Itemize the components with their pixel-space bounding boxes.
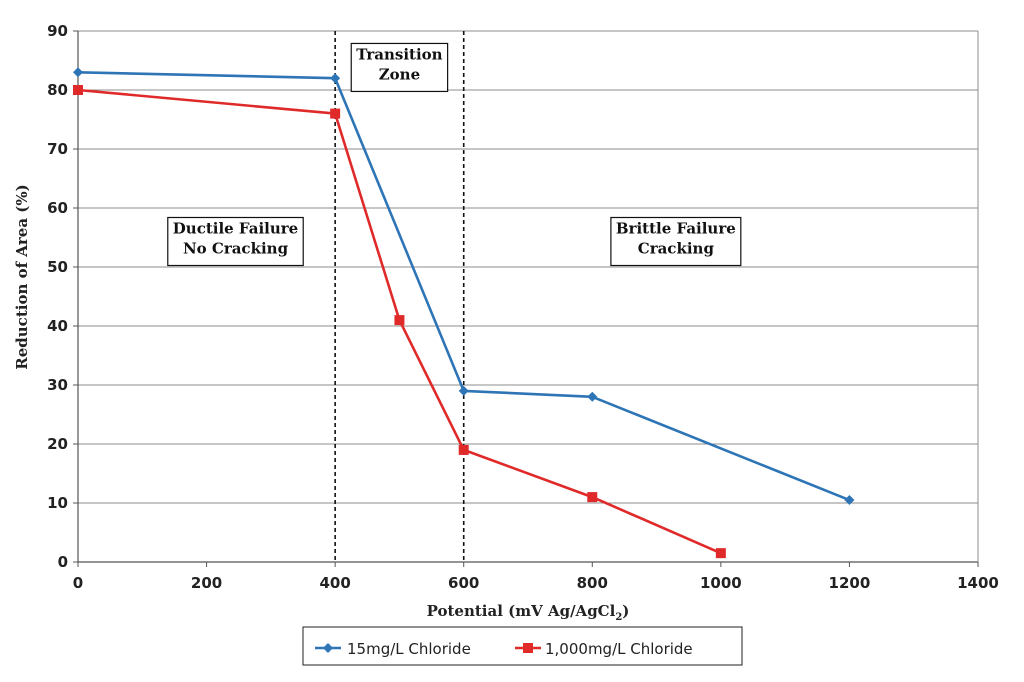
data-point-s2-500 bbox=[394, 315, 405, 326]
y-tick-label-20: 20 bbox=[47, 435, 68, 453]
gridlines bbox=[78, 30, 978, 504]
annotation-text-3-2: Cracking bbox=[638, 240, 715, 258]
annotation-1: Ductile Failure No Cracking bbox=[167, 216, 304, 267]
series-2 bbox=[73, 85, 726, 559]
x-tick-label-0: 0 bbox=[73, 574, 83, 592]
y-tick-label-0: 0 bbox=[58, 553, 68, 571]
data-point-s1-800 bbox=[587, 391, 598, 402]
y-tick-label-60: 60 bbox=[47, 199, 68, 217]
region-annotations: Ductile Failure No Cracking Transition Zone… bbox=[167, 42, 742, 267]
annotation-text-2-2: Zone bbox=[379, 65, 420, 83]
x-tick-label-600: 600 bbox=[448, 574, 479, 592]
y-tick-labels: 0 10 20 30 40 50 60 70 80 90 bbox=[47, 22, 68, 571]
x-axis-title-subscript: 2 bbox=[615, 612, 622, 623]
y-tick-label-70: 70 bbox=[47, 140, 68, 158]
annotation-text-3-1: Brittle Failure bbox=[616, 220, 736, 238]
x-tick-label-200: 200 bbox=[191, 574, 222, 592]
y-tick-label-30: 30 bbox=[47, 376, 68, 394]
y-tick-label-80: 80 bbox=[47, 81, 68, 99]
data-point-s1-0 bbox=[73, 67, 83, 78]
data-point-s2-800 bbox=[587, 492, 598, 503]
annotation-3: Brittle Failure Cracking bbox=[610, 216, 742, 267]
legend-marker-2 bbox=[523, 643, 533, 653]
x-axis-title: Potential (mV Ag/AgCl2) bbox=[427, 602, 630, 623]
y-tick-label-40: 40 bbox=[47, 317, 68, 335]
data-point-s2-0 bbox=[73, 85, 83, 95]
data-point-s1-600 bbox=[458, 385, 469, 396]
legend-label-1: 15mg/L Chloride bbox=[347, 640, 471, 658]
x-tick-label-800: 800 bbox=[577, 574, 608, 592]
annotation-text-2-1: Transition bbox=[356, 45, 442, 63]
annotation-text-1-1: Ductile Failure bbox=[173, 220, 298, 238]
x-axis-title-suffix: ) bbox=[622, 602, 629, 620]
legend-label-2: 1,000mg/L Chloride bbox=[545, 640, 693, 658]
y-axis-title: Reduction of Area (%) bbox=[13, 184, 31, 369]
legend-item-1: 15mg/L Chloride bbox=[315, 640, 471, 658]
y-tick-label-10: 10 bbox=[47, 494, 68, 512]
legend: 15mg/L Chloride 1,000mg/L Chloride bbox=[302, 626, 743, 666]
x-axis-title-main: Potential (mV Ag/AgCl bbox=[427, 602, 616, 620]
legend-marker-1 bbox=[323, 643, 333, 653]
x-tick-label-1000: 1000 bbox=[700, 574, 742, 592]
annotation-box-2 bbox=[350, 42, 449, 93]
data-point-s1-400 bbox=[330, 73, 341, 84]
annotation-text-1-2: No Cracking bbox=[183, 240, 289, 258]
y-tick-label-90: 90 bbox=[47, 22, 68, 40]
x-tick-label-1200: 1200 bbox=[829, 574, 871, 592]
data-point-s2-1000 bbox=[715, 548, 726, 559]
x-tick-label-400: 400 bbox=[319, 574, 350, 592]
y-tick-label-50: 50 bbox=[47, 258, 68, 276]
data-series bbox=[73, 67, 855, 559]
series-line-2 bbox=[77, 88, 722, 555]
data-point-s2-400 bbox=[330, 108, 341, 119]
axes bbox=[73, 30, 979, 567]
legend-item-2: 1,000mg/L Chloride bbox=[515, 640, 693, 658]
data-point-s1-1200 bbox=[844, 495, 855, 506]
region-dividers bbox=[334, 31, 465, 562]
plot-area bbox=[78, 31, 978, 562]
annotation-box-3 bbox=[610, 216, 742, 267]
annotation-box-1 bbox=[167, 216, 304, 267]
data-point-s2-600 bbox=[458, 444, 469, 455]
legend-box bbox=[302, 626, 743, 666]
x-tick-labels: 0 200 400 600 800 1000 1200 1400 bbox=[73, 574, 999, 592]
annotation-2: Transition Zone bbox=[350, 42, 449, 93]
series-1 bbox=[73, 67, 855, 506]
x-tick-label-1400: 1400 bbox=[957, 574, 999, 592]
